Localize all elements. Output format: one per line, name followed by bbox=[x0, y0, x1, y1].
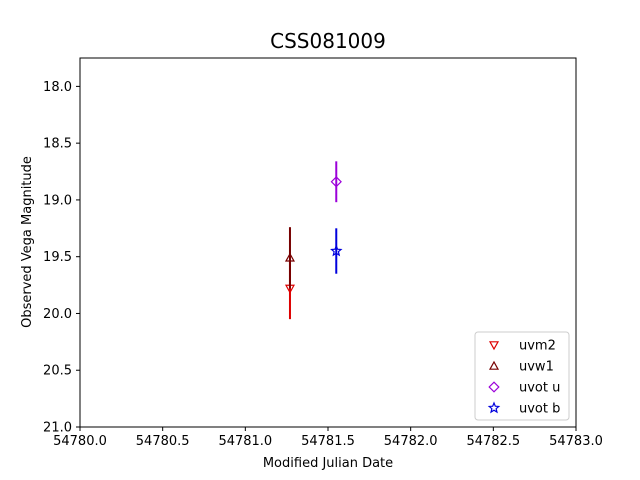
legend-label: uvot u bbox=[519, 381, 560, 396]
x-tick-label: 54783.0 bbox=[549, 434, 603, 449]
y-tick-label: 19.5 bbox=[43, 250, 72, 265]
y-tick-label: 20.5 bbox=[43, 364, 72, 379]
chart-title: CSS081009 bbox=[270, 29, 386, 53]
data-series bbox=[284, 161, 343, 320]
y-axis: 18.0 18.5 19.0 19.5 20.0 20.5 21.0 bbox=[43, 80, 80, 436]
legend: uvm2 uvw1 uvot u uvot b bbox=[474, 331, 570, 421]
x-tick-label: 54781.0 bbox=[218, 434, 272, 449]
legend-label: uvw1 bbox=[519, 360, 554, 375]
legend-label: uvm2 bbox=[519, 339, 556, 354]
x-tick-label: 54780.0 bbox=[53, 434, 107, 449]
x-tick-label: 54780.5 bbox=[136, 434, 190, 449]
y-tick-label: 18.0 bbox=[43, 80, 72, 95]
y-axis-label: Observed Vega Magnitude bbox=[20, 156, 35, 328]
x-axis-label: Modified Julian Date bbox=[263, 456, 393, 471]
marker-star bbox=[487, 401, 501, 414]
marker-star bbox=[330, 244, 343, 257]
x-axis: 54780.0 54780.5 54781.0 54781.5 54782.0 54782… bbox=[53, 427, 603, 449]
marker-diamond bbox=[488, 381, 500, 393]
marker-diamond bbox=[330, 176, 342, 188]
y-tick-label: 21.0 bbox=[43, 421, 72, 436]
legend-box bbox=[474, 331, 570, 421]
y-tick-label: 18.5 bbox=[43, 137, 72, 152]
y-tick-label: 20.0 bbox=[43, 307, 72, 322]
legend-label: uvot b bbox=[519, 402, 560, 417]
marker-triangle-down bbox=[488, 341, 500, 351]
marker-triangle-up bbox=[488, 360, 500, 370]
x-tick-label: 54782.5 bbox=[466, 434, 520, 449]
marker-triangle-up bbox=[284, 252, 295, 262]
x-tick-label: 54781.5 bbox=[301, 434, 355, 449]
y-tick-label: 19.0 bbox=[43, 193, 72, 208]
x-tick-label: 54782.0 bbox=[384, 434, 438, 449]
